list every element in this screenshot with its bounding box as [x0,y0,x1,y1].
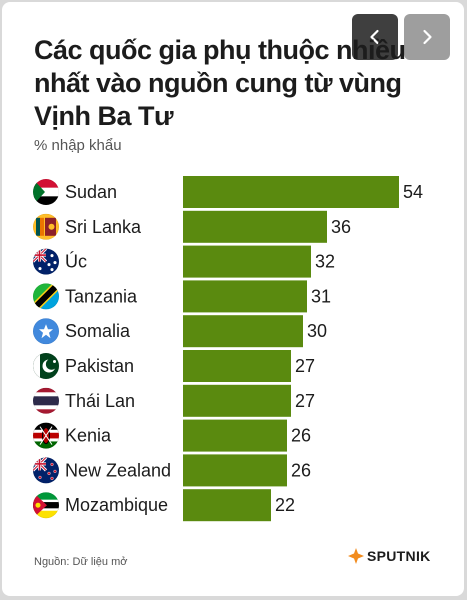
next-button[interactable] [404,14,450,60]
australia-flag-icon [32,248,59,275]
bar-row: Sudan 54 [32,176,423,208]
source-note: Nguồn: Dữ liệu mở [34,556,128,568]
new-zealand-flag-icon [32,457,59,484]
bar [183,245,311,278]
value-label: 54 [403,182,423,202]
value-label: 30 [307,321,327,341]
category-label: Pakistan [65,356,134,376]
bar [183,315,303,348]
category-label: Sri Lanka [65,217,142,237]
chart-card: Các quốc gia phụ thuộc nhiều nhất vào ng… [2,2,464,596]
value-label: 32 [315,252,335,272]
category-label: Tanzania [65,286,138,306]
category-label: Thái Lan [65,391,135,411]
bar-chart: Sudan 54 Sri Lanka 36 Úc 32 Tanzania 31 Somalia 3… [32,176,423,522]
somalia-flag-icon [32,318,59,345]
chevron-left-icon [370,29,379,45]
sri-lanka-flag-icon [32,213,59,240]
kenya-flag-icon [32,422,59,449]
value-label: 26 [291,426,311,446]
category-label: Sudan [65,182,117,202]
bar [183,489,271,522]
value-label: 26 [291,460,311,480]
bar-row: New Zealand 26 [32,454,311,487]
previous-button[interactable] [352,14,398,60]
bar-row: Mozambique 22 [32,489,295,522]
value-label: 36 [331,217,351,237]
value-label: 22 [275,495,295,515]
logo-text: SPUTNIK [367,548,431,564]
sputnik-logo: SPUTNIK [348,548,431,564]
value-label: 31 [311,286,331,306]
bar-row: Somalia 30 [32,315,327,348]
chart-title: Các quốc gia phụ thuộc nhiều nhất vào ng… [34,35,406,131]
sudan-flag-icon [32,179,59,206]
bar-row: Pakistan 27 [32,350,315,382]
bar-row: Thái Lan 27 [32,384,315,417]
value-label: 27 [295,356,315,376]
category-label: Úc [65,251,87,272]
chart-subtitle: % nhập khẩu [34,137,122,154]
bar [183,384,291,417]
category-label: Somalia [65,321,131,341]
bar [183,419,287,452]
bar [183,350,291,382]
value-label: 27 [295,391,315,411]
bar [183,210,327,243]
bar [183,280,307,313]
bar-row: Sri Lanka 36 [32,210,351,243]
bar-row: Úc 32 [32,245,335,278]
sputnik-logo-icon [348,548,364,564]
chevron-right-icon [423,29,432,45]
bar [183,176,399,208]
category-label: Mozambique [65,495,168,515]
bar-row: Kenia 26 [32,419,311,452]
category-label: Kenia [65,426,112,446]
bar-row: Tanzania 31 [32,280,331,313]
tanzania-flag-icon [32,283,59,310]
category-label: New Zealand [65,460,171,480]
bar [183,454,287,487]
pakistan-flag-icon [32,352,59,379]
thailand-flag-icon [32,387,59,414]
mozambique-flag-icon [32,492,59,519]
